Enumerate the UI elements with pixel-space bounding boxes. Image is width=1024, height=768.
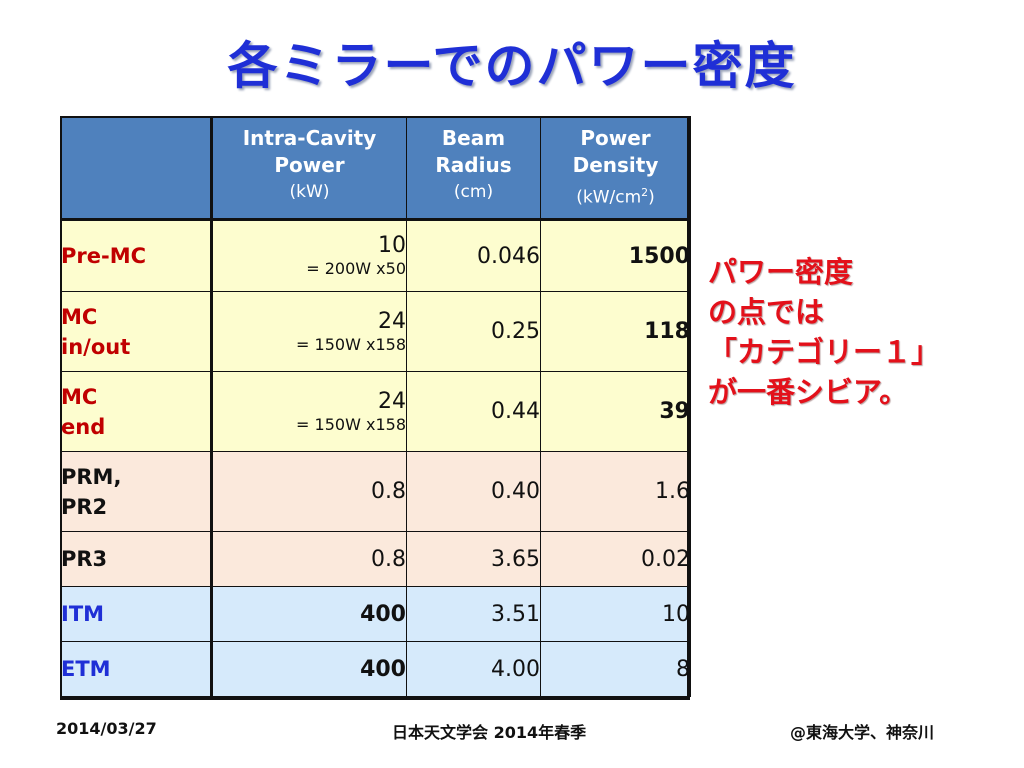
- cell-power: 10 = 200W x50: [211, 219, 407, 292]
- table-row: PR3 0.8 3.65 0.02: [60, 531, 691, 587]
- table-row: ITM 400 3.51 10: [60, 586, 691, 642]
- cell-radius: 3.51: [406, 586, 541, 642]
- power-density-table: Intra-Cavity Power (kW) Beam Radius (cm)…: [60, 116, 691, 697]
- cell-density: 39: [540, 371, 691, 452]
- row-label-prm-pr2: PRM, PR2: [60, 451, 213, 532]
- header-cell-beam-radius: Beam Radius (cm): [406, 116, 541, 221]
- row-label-itm: ITM: [60, 586, 213, 642]
- cell-density: 10: [540, 586, 691, 642]
- footer-meeting: 日本天文学会 2014年春季: [392, 723, 587, 742]
- table-row: MC end 24 = 150W x158 0.44 39: [60, 371, 691, 452]
- power-density-unit: (kW/cm2): [576, 186, 655, 208]
- header-cell-power-density: Power Density (kW/cm2): [540, 116, 691, 221]
- row-label-pre-mc: Pre-MC: [60, 219, 213, 292]
- table-row: PRM, PR2 0.8 0.40 1.6: [60, 451, 691, 532]
- cell-radius: 0.44: [406, 371, 541, 452]
- cell-power: 400: [211, 641, 407, 697]
- cell-power: 400: [211, 586, 407, 642]
- table-row: MC in/out 24 = 150W x158 0.25 118: [60, 291, 691, 372]
- row-label-etm: ETM: [60, 641, 213, 697]
- cell-radius: 0.046: [406, 219, 541, 292]
- header-cell-mirror: [60, 116, 213, 221]
- cell-radius: 4.00: [406, 641, 541, 697]
- table-row: Pre-MC 10 = 200W x50 0.046 1500: [60, 219, 691, 292]
- cell-power: 0.8: [211, 531, 407, 587]
- cell-radius: 3.65: [406, 531, 541, 587]
- table-header-row: Intra-Cavity Power (kW) Beam Radius (cm)…: [60, 116, 691, 221]
- row-label-pr3: PR3: [60, 531, 213, 587]
- side-note: パワー密度 の点では 「カテゴリー１」 が一番シビア。: [708, 255, 941, 409]
- cell-density: 1.6: [540, 451, 691, 532]
- cell-radius: 0.25: [406, 291, 541, 372]
- cell-density: 8: [540, 641, 691, 697]
- header-cell-intra-cavity-power: Intra-Cavity Power (kW): [211, 116, 407, 221]
- cell-power: 0.8: [211, 451, 407, 532]
- slide-title: 各ミラーでのパワー密度: [227, 37, 797, 95]
- cell-power: 24 = 150W x158: [211, 371, 407, 452]
- table-row: ETM 400 4.00 8: [60, 641, 691, 697]
- cell-density: 118: [540, 291, 691, 372]
- cell-power: 24 = 150W x158: [211, 291, 407, 372]
- row-label-mc-in-out: MC in/out: [60, 291, 213, 372]
- footer-date: 2014/03/27: [56, 719, 157, 738]
- row-label-mc-end: MC end: [60, 371, 213, 452]
- cell-radius: 0.40: [406, 451, 541, 532]
- cell-density: 0.02: [540, 531, 691, 587]
- footer-venue: @東海大学、神奈川: [790, 723, 935, 742]
- cell-density: 1500: [540, 219, 691, 292]
